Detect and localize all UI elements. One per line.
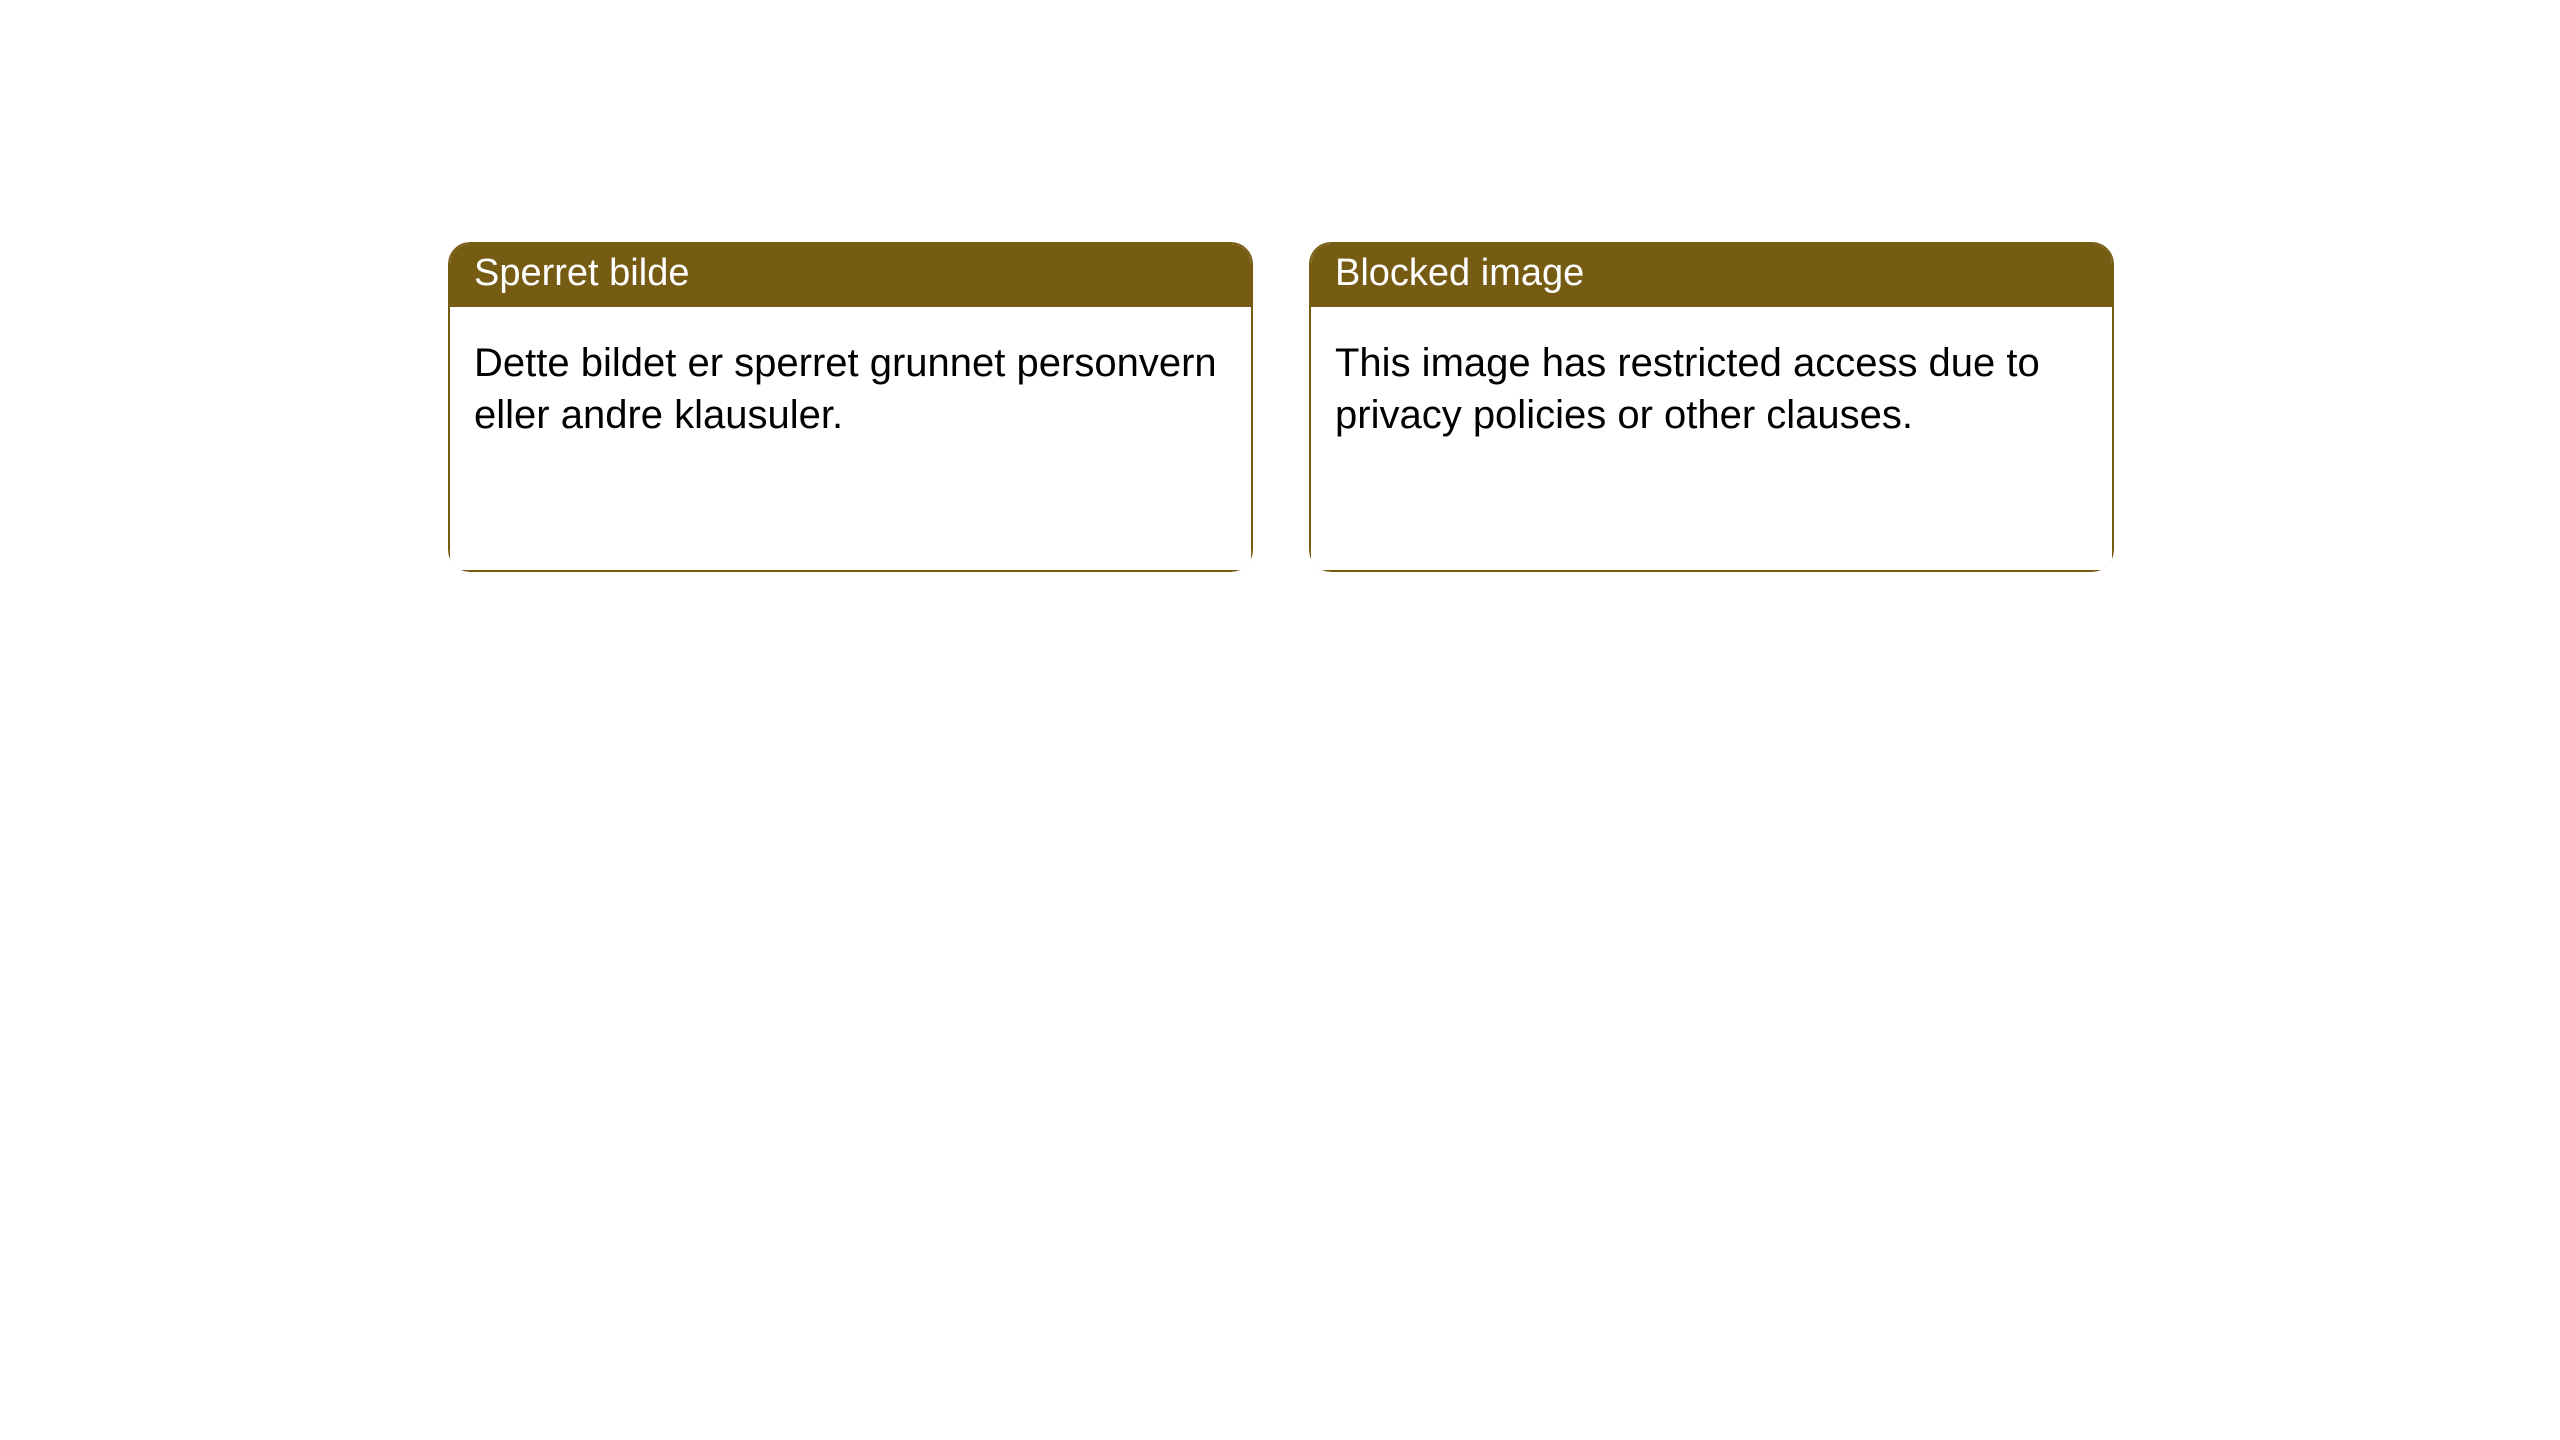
- notice-card-border: Sperret bilde Dette bildet er sperret gr…: [448, 242, 1253, 572]
- notice-card-text: This image has restricted access due to …: [1335, 337, 2088, 441]
- notice-card-text: Dette bildet er sperret grunnet personve…: [474, 337, 1227, 441]
- notice-row: Sperret bilde Dette bildet er sperret gr…: [0, 0, 2560, 572]
- notice-card-border: Blocked image This image has restricted …: [1309, 242, 2114, 572]
- notice-card-title: Sperret bilde: [450, 244, 1251, 307]
- notice-card-body: This image has restricted access due to …: [1311, 307, 2112, 570]
- notice-card-no: Sperret bilde Dette bildet er sperret gr…: [448, 242, 1253, 572]
- notice-card-en: Blocked image This image has restricted …: [1309, 242, 2114, 572]
- notice-card-body: Dette bildet er sperret grunnet personve…: [450, 307, 1251, 570]
- notice-card-title: Blocked image: [1311, 244, 2112, 307]
